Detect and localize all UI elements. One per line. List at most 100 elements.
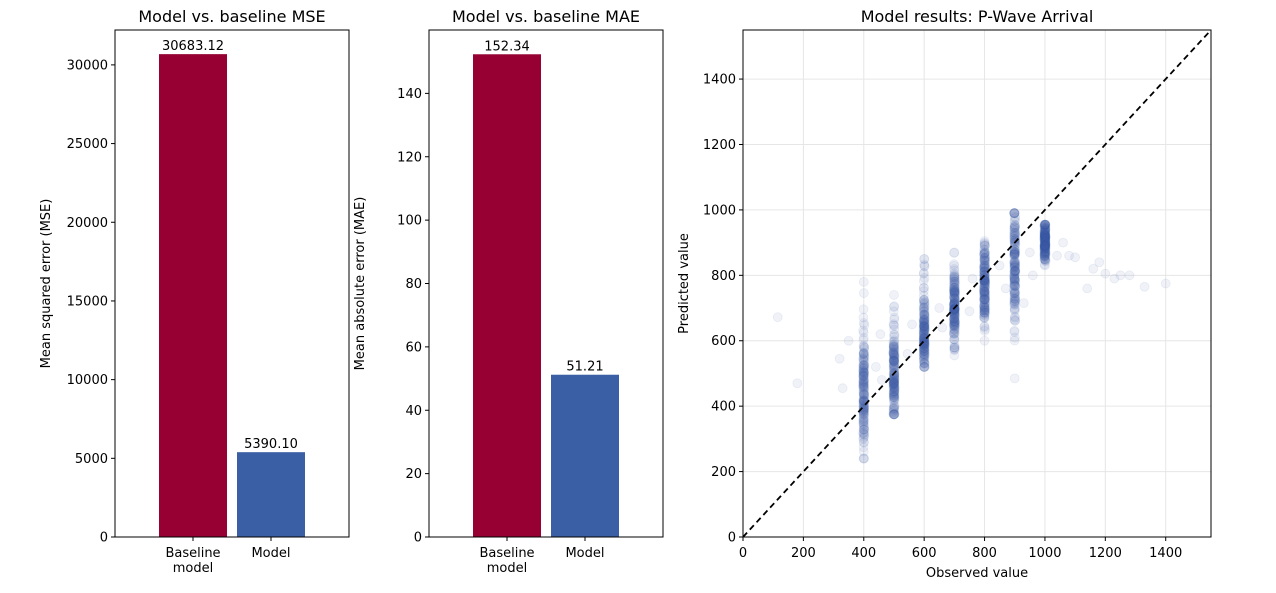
scatter-point [1010,249,1020,260]
scatter-point [949,344,960,355]
scatter-point [979,295,989,306]
scatter-point [950,317,960,328]
scatter-point [949,276,960,286]
scatter-point [1009,249,1020,260]
scatter-point [1009,227,1020,238]
scatter-point [1039,254,1050,265]
scatter-point [979,313,990,324]
scatter-point [1040,226,1050,236]
scatter-point [1009,266,1020,277]
scatter-point [859,404,869,414]
scatter-point [888,392,899,403]
scatter-point [949,285,960,295]
scatter-point [950,294,960,304]
scatter-point [889,409,900,420]
scatter-point [919,321,929,331]
scatter-point [858,385,869,396]
scatter-point [1039,241,1050,252]
scatter-point [889,382,900,393]
scatter-point [949,294,960,305]
scatter-point [919,343,930,354]
scatter-point [858,416,869,427]
scatter-point [1040,246,1051,257]
scatter-point [889,392,900,403]
scatter-point [1010,220,1021,231]
scatter-point [859,390,870,400]
scatter-point [1040,238,1051,249]
scatter-point [1040,255,1051,266]
scatter-point [1040,234,1051,245]
scatter-point [979,259,990,270]
scatter-point [949,319,960,330]
scatter-point [858,419,869,430]
scatter-point [919,302,929,313]
scatter-point [889,381,899,392]
scatter-point [1039,230,1050,241]
scatter-point [918,344,929,355]
scatter-point [949,313,960,324]
scatter-point [919,351,930,361]
scatter-point [1010,265,1021,276]
y-axis-label: Mean squared error (MSE) [39,199,54,369]
scatter-point [1010,228,1020,239]
scatter-point [858,432,869,443]
scatter-point [919,272,930,283]
scatter-point [889,400,900,411]
x-tick-label: 1000 [1028,546,1061,561]
scatter-point [918,323,929,334]
scatter-point [1009,296,1020,306]
scatter-point [859,415,870,426]
scatter-point [919,321,930,332]
scatter-point [1039,254,1050,264]
scatter-point [1040,247,1051,257]
scatter-point [858,378,869,389]
scatter-point [889,312,900,323]
scatter-point [980,291,990,302]
scatter-point [980,262,990,273]
scatter-point [858,276,869,287]
scatter-point [1039,240,1050,251]
scatter-point [919,318,930,329]
scatter-point [1039,227,1050,238]
scatter-point [950,321,960,332]
scatter-point [979,308,990,318]
scatter-point [1039,241,1050,252]
scatter-point [1009,290,1020,301]
scatter-point [919,327,929,338]
scatter-point [979,294,990,305]
scatter-point [858,364,869,374]
scatter-point [1010,258,1021,268]
scatter-point [1040,224,1051,234]
scatter-point [949,294,960,304]
scatter-point [1039,232,1050,242]
scatter-point [858,327,869,338]
scatter-point [919,362,930,372]
scatter-point [1039,220,1050,231]
scatter-point [858,399,869,410]
scatter-point [979,307,990,318]
scatter-point [1040,235,1051,246]
scatter-point [949,289,960,299]
scatter-point [1009,251,1020,262]
scatter-point [1039,239,1050,250]
scatter-point [979,312,990,323]
scatter-point [1010,315,1021,326]
x-tick-label: Model [251,546,290,561]
scatter-point [979,239,990,250]
scatter-point [979,250,990,260]
scatter-point [859,429,869,439]
scatter-point [918,302,929,313]
scatter-point [1010,268,1021,279]
scatter-point [888,347,899,357]
scatter-point [979,273,990,283]
scatter-point [918,310,929,320]
scatter-point [1039,232,1050,243]
scatter-point [979,249,990,260]
scatter-point [858,374,869,385]
scatter-point [949,248,959,258]
scatter-point [889,360,899,370]
scatter-point [859,360,870,370]
scatter-point [949,313,959,324]
scatter-point [979,267,990,278]
scatter-point [888,341,899,352]
